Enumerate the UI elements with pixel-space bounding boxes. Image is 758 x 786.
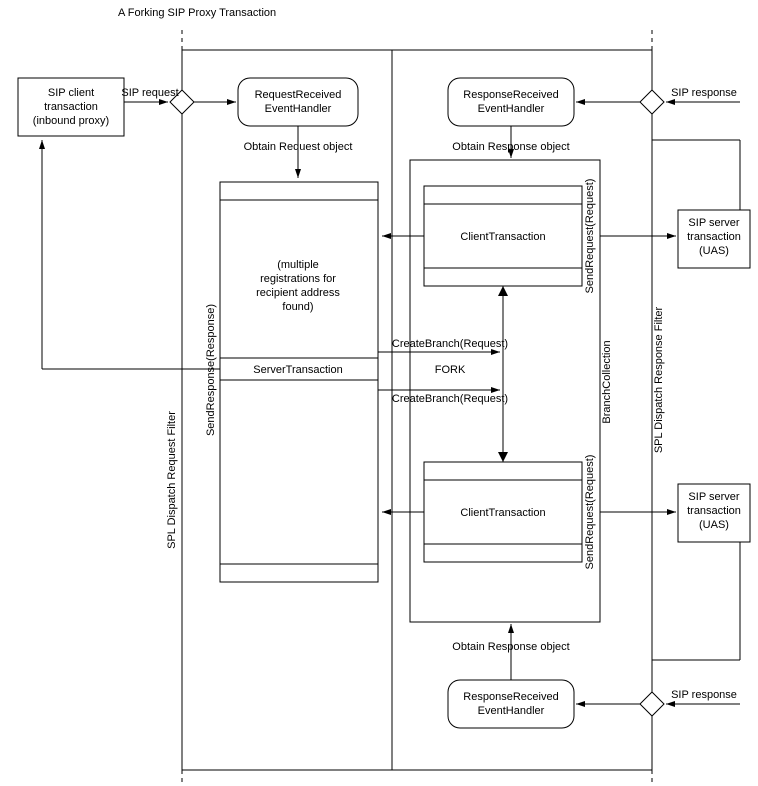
sip-request-label: SIP request	[121, 87, 178, 99]
sst0: SIP server	[688, 217, 739, 229]
resp-recv-bot-l0: ResponseReceived	[463, 691, 558, 703]
sip-response-bot-label: SIP response	[671, 689, 737, 701]
sip-client-line2: (inbound proxy)	[33, 115, 109, 127]
sip-client-line0: SIP client	[48, 87, 94, 99]
send-response-label: SendResponse(Response)	[205, 304, 217, 436]
create-branch1-label: CreateBranch(Request)	[392, 338, 508, 350]
req-recv-l1: EventHandler	[265, 103, 332, 115]
resp-recv-bot-box	[448, 680, 574, 728]
request-received-box	[238, 78, 358, 126]
ssb1: transaction	[687, 505, 741, 517]
sip-client-line1: transaction	[44, 101, 98, 113]
send-request-top-label: SendRequest(Request)	[584, 179, 596, 294]
branch-collection-label: BranchCollection	[601, 340, 613, 423]
sst1: transaction	[687, 231, 741, 243]
server-transaction-box	[220, 182, 378, 582]
obtain-resp-bot-label: Obtain Response object	[452, 641, 569, 653]
resp-recv-top-box	[448, 78, 574, 126]
client-tx-top-label: ClientTransaction	[460, 231, 545, 243]
ssb0: SIP server	[688, 491, 739, 503]
stx-note2: recipient address	[256, 287, 340, 299]
create-branch2-label: CreateBranch(Request)	[392, 393, 508, 405]
send-request-bot-label: SendRequest(Request)	[584, 455, 596, 570]
obtain-request-label: Obtain Request object	[244, 141, 353, 153]
ssb2: (UAS)	[699, 519, 729, 531]
server-tx-label: ServerTransaction	[253, 364, 342, 376]
req-recv-l0: RequestReceived	[255, 89, 342, 101]
stx-note0: (multiple	[277, 259, 319, 271]
sip-response-top-label: SIP response	[671, 87, 737, 99]
resp-recv-top-l0: ResponseReceived	[463, 89, 558, 101]
spl-response-filter-label: SPL Dispatch Response Filter	[653, 307, 665, 454]
obtain-resp-top-label: Obtain Response object	[452, 141, 569, 153]
diagram-canvas: A Forking SIP Proxy Transaction SPL Disp…	[0, 0, 758, 786]
stx-note1: registrations for	[260, 273, 336, 285]
fork-label: FORK	[435, 364, 466, 376]
stx-note3: found)	[282, 301, 313, 313]
sst2: (UAS)	[699, 245, 729, 257]
spl-request-filter-label: SPL Dispatch Request Filter	[166, 411, 178, 549]
resp-recv-bot-l1: EventHandler	[478, 705, 545, 717]
diagram-title: A Forking SIP Proxy Transaction	[118, 7, 276, 19]
resp-recv-top-l1: EventHandler	[478, 103, 545, 115]
client-tx-bot-label: ClientTransaction	[460, 507, 545, 519]
